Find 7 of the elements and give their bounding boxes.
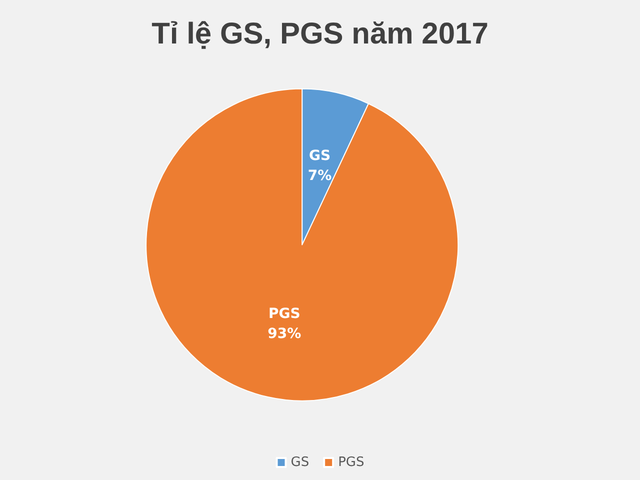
legend-label: PGS (338, 455, 364, 470)
data-label: 93% (268, 326, 302, 342)
slice-label: PGS (268, 306, 300, 322)
chart-title: Tỉ lệ GS, PGS năm 2017 (152, 18, 488, 50)
slice-label: GS (308, 148, 331, 164)
legend-label: GS (290, 455, 310, 470)
data-label: 7% (308, 168, 332, 184)
